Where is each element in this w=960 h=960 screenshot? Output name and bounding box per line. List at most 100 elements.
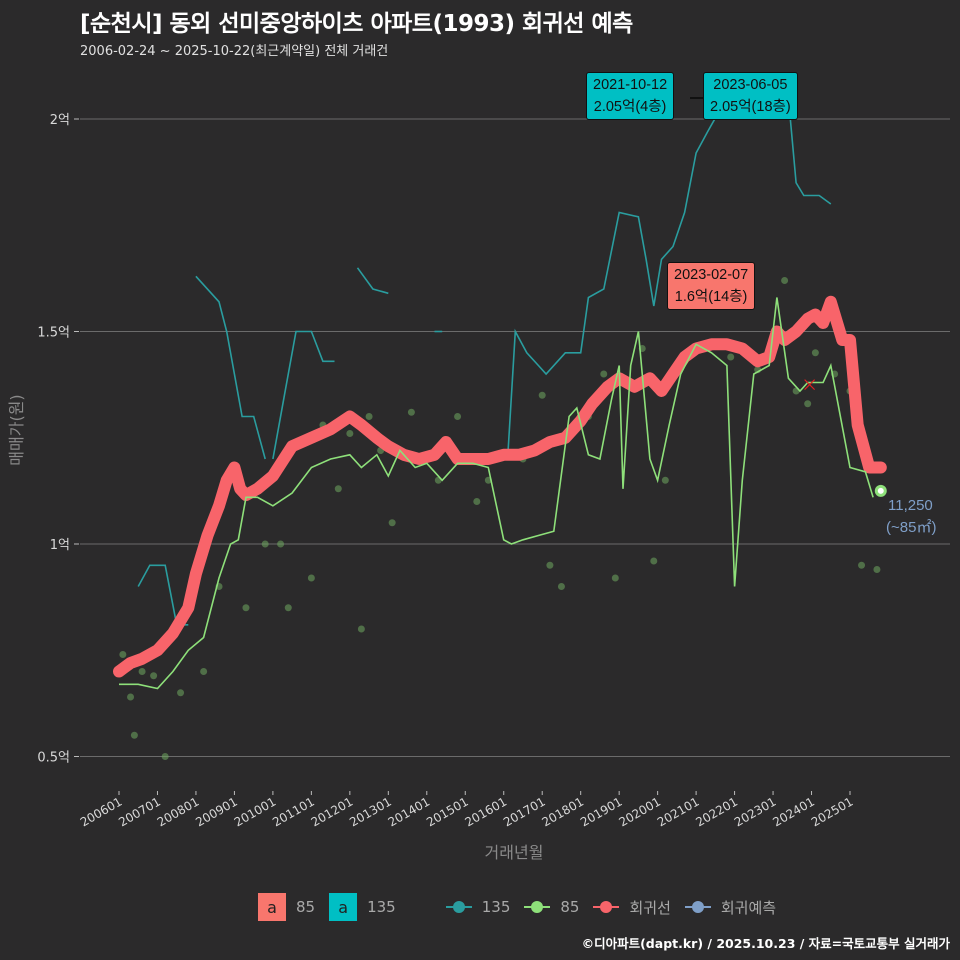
annotation-date: 2023-02-07	[674, 267, 749, 283]
transaction-point	[611, 574, 619, 582]
annotation-date: 2023-06-05	[713, 77, 788, 93]
legend-line-85-icon	[524, 900, 551, 914]
legend-fill-135-swatch: a	[329, 893, 358, 921]
transaction-point	[365, 413, 373, 420]
x-tick-label: 202401	[770, 794, 817, 829]
cross-marker-icon	[804, 379, 816, 391]
transaction-point	[138, 668, 146, 675]
transaction-point	[150, 672, 158, 680]
transaction-point	[557, 583, 565, 590]
series-135-line	[272, 330, 335, 460]
transaction-point	[661, 476, 669, 484]
x-tick-label: 201501	[424, 794, 471, 829]
transaction-point	[334, 485, 342, 493]
y-tick-label: 1.5억	[37, 326, 70, 341]
transaction-point	[346, 430, 354, 437]
transaction-point	[858, 561, 866, 569]
transaction-point	[454, 413, 462, 420]
x-tick-label: 200601	[78, 794, 125, 829]
transaction-point	[130, 731, 138, 739]
legend-line-135-icon	[445, 900, 472, 914]
series-135-line	[506, 97, 728, 460]
transaction-point	[261, 540, 269, 548]
grid-lines	[80, 118, 950, 757]
transaction-point	[242, 604, 250, 612]
x-axis-ticks: 2006012007012008012009012010012011012012…	[78, 791, 856, 830]
transaction-point	[127, 693, 135, 701]
x-tick-label: 200701	[116, 794, 163, 829]
transaction-point	[473, 498, 481, 505]
legend-glyph: a	[338, 897, 348, 917]
x-axis-title: 거래년월	[485, 843, 544, 862]
y-tick-label: 0.5억	[37, 751, 70, 766]
x-tick-label: 201601	[463, 794, 510, 829]
legend-forecast-icon	[684, 900, 711, 914]
series-85-line	[119, 297, 874, 690]
x-tick-label: 202001	[616, 794, 663, 829]
legend-fill-85-swatch: a	[258, 893, 286, 921]
y-axis-title: 매매가(원)	[7, 394, 26, 465]
y-tick-label: 2억	[50, 113, 70, 128]
transaction-point	[284, 604, 292, 612]
forecast-end-label: 11,250 (~85㎡)	[886, 495, 936, 539]
transaction-point	[200, 668, 208, 675]
x-tick-label: 202201	[693, 794, 740, 829]
transaction-point	[600, 370, 608, 378]
regression-line	[113, 295, 887, 678]
x-tick-label: 202101	[655, 794, 702, 829]
annotation-value: 1.6억(14층)	[674, 289, 748, 305]
annotation-85-max: 2023-02-07 1.6억(14층)	[667, 262, 756, 310]
chart-subtitle: 2006-02-24 ~ 2025-10-22(최근계약일) 전체 거래건	[80, 44, 389, 59]
series-lines	[113, 97, 887, 690]
transaction-point	[161, 753, 169, 760]
legend: a 85 a 135 135 85 회귀선 회귀예측	[258, 893, 790, 921]
transaction-point	[781, 277, 789, 284]
transaction-point	[873, 566, 881, 573]
legend-line-85-label: 85	[560, 898, 580, 916]
transaction-point	[277, 540, 285, 548]
forecast-area: (~85㎡)	[886, 519, 937, 536]
y-tick-label: 1억	[50, 538, 70, 553]
forecast-value: 11,250	[888, 497, 933, 514]
annotation-135-max-b: 2023-06-05 2.05억(18층)	[703, 72, 798, 120]
transaction-point	[177, 689, 185, 697]
x-tick-label: 201701	[501, 794, 548, 829]
transaction-point	[811, 349, 819, 357]
x-tick-label: 202301	[732, 794, 779, 829]
transaction-point	[119, 651, 127, 658]
x-tick-label: 201301	[347, 794, 394, 829]
series-135-line	[356, 267, 389, 295]
legend-regression-label: 회귀선	[629, 898, 671, 917]
transaction-point	[650, 557, 658, 565]
x-tick-label: 201001	[232, 794, 279, 829]
legend-line-135-label: 135	[481, 898, 511, 916]
x-tick-label: 200901	[193, 794, 240, 829]
legend-regression-icon	[593, 900, 620, 914]
chart-title: [순천시] 동외 선미중앙하이츠 아파트(1993) 회귀선 예측	[80, 11, 633, 37]
x-tick-label: 201201	[309, 794, 356, 829]
y-axis-ticks: 0.5억 1억 1.5억 2억	[37, 113, 79, 766]
source-credit: ©디아파트(dapt.kr) / 2025.10.23 / 자료=국토교통부 실…	[581, 936, 950, 951]
x-tick-label: 200801	[155, 794, 202, 829]
series-135-line	[195, 275, 266, 460]
x-tick-label: 201101	[270, 794, 317, 829]
transaction-point	[407, 408, 415, 416]
x-tick-label: 201801	[540, 794, 587, 829]
annotation-value: 2.05억(18층)	[710, 99, 791, 115]
legend-glyph: a	[267, 897, 277, 917]
legend-fill-135-label: 135	[367, 898, 396, 916]
transaction-point	[357, 625, 365, 633]
transaction-point	[546, 561, 554, 569]
legend-forecast-label: 회귀예측	[720, 898, 777, 917]
legend-fill-85-label: 85	[296, 898, 316, 916]
transaction-point	[538, 391, 546, 399]
forecast-point-center	[877, 487, 884, 494]
transaction-point	[727, 353, 735, 361]
annotation-value: 2.05억(4층)	[593, 99, 667, 115]
annotation-135-max-a: 2021-10-12 2.05억(4층)	[586, 72, 675, 120]
series-135-line	[787, 97, 832, 205]
annotation-date: 2021-10-12	[593, 77, 668, 93]
x-tick-label: 201901	[578, 794, 625, 829]
x-tick-label: 201401	[386, 794, 433, 829]
